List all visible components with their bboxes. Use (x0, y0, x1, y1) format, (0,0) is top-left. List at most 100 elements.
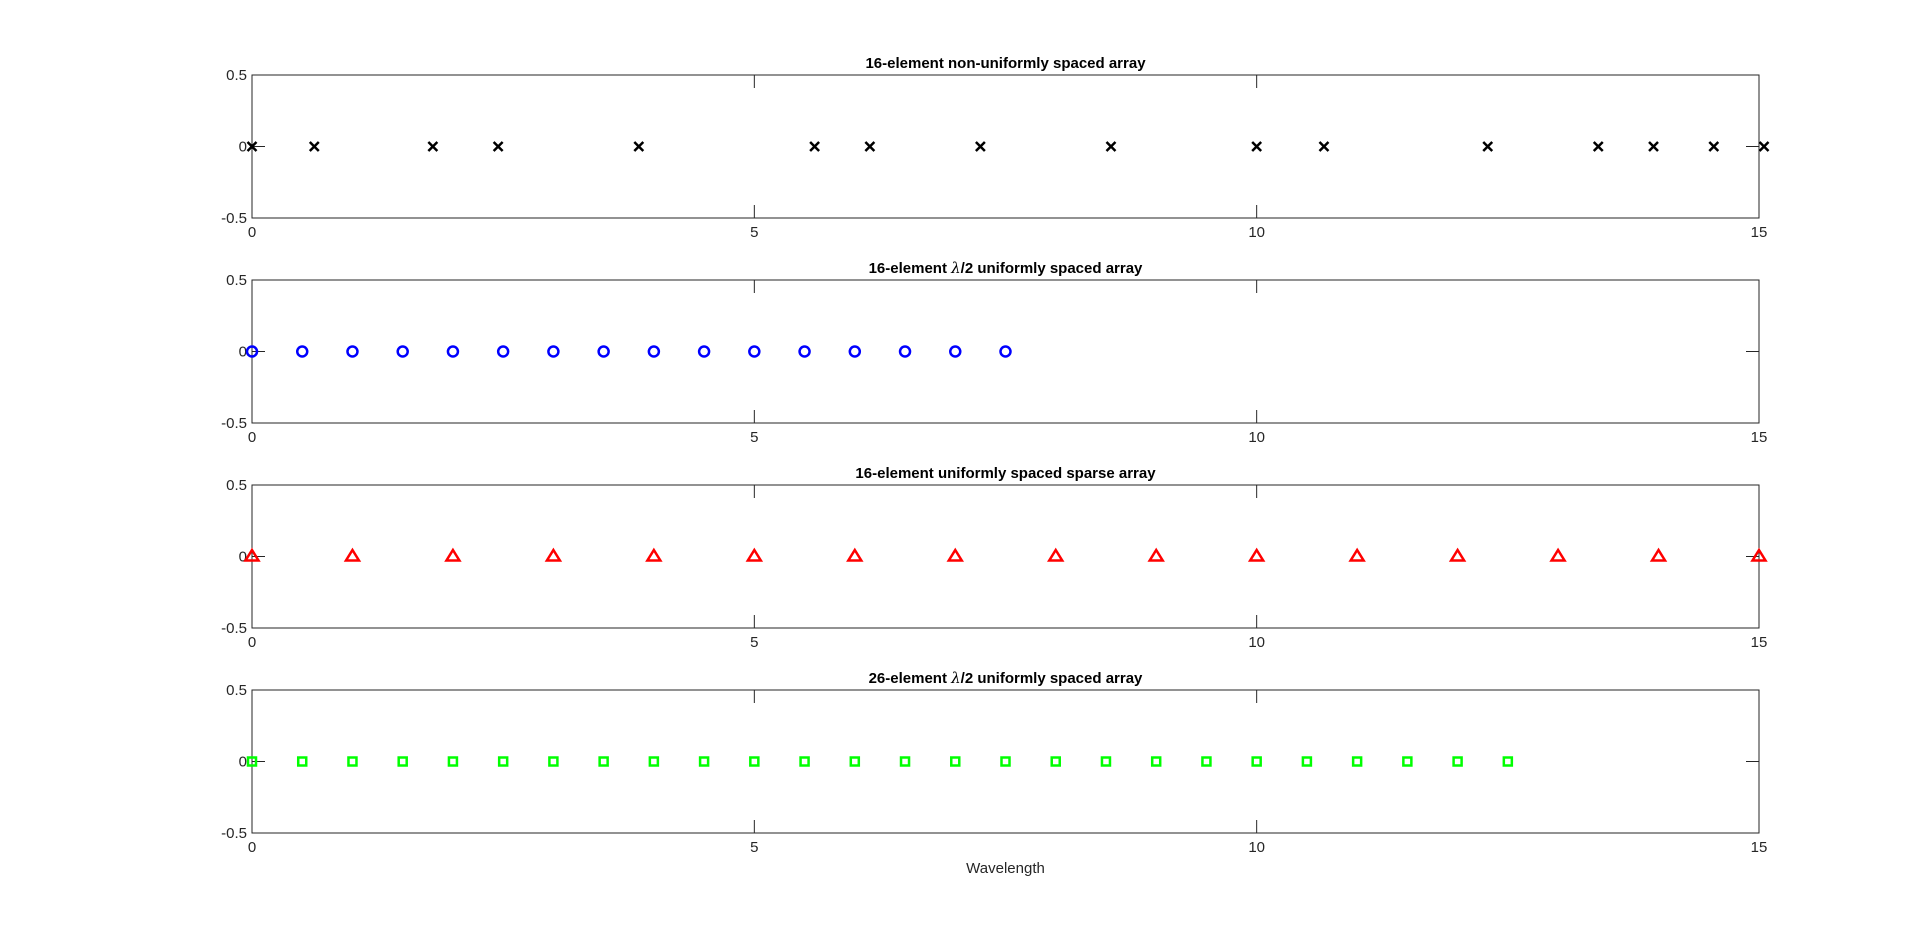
x-tick-label: 5 (750, 224, 758, 241)
x-marker-point (809, 141, 820, 152)
x-tick-label: 0 (248, 634, 256, 651)
triangle-marker-point (1549, 547, 1567, 562)
x-marker-point (1592, 141, 1604, 152)
square-marker-point (1502, 756, 1514, 767)
x-tick-label: 10 (1248, 839, 1265, 856)
square-marker-point (749, 756, 760, 767)
x-marker-point (246, 141, 258, 152)
triangle-marker-point (343, 547, 362, 562)
subplot-title: 16-element uniformly spaced sparse array (855, 465, 1156, 482)
circle-marker-point (949, 345, 962, 358)
triangle-marker-point (1750, 547, 1768, 562)
square-marker-point (698, 756, 710, 767)
circle-marker-point (597, 345, 610, 358)
y-tick-label: -0.5 (221, 210, 247, 227)
triangle-marker-point (745, 547, 764, 562)
x-tick-label: 15 (1751, 224, 1768, 241)
square-marker-point (1402, 756, 1413, 767)
circle-marker-point (848, 345, 862, 358)
square-marker-point (397, 756, 408, 767)
x-marker-point (1318, 141, 1330, 152)
y-tick-label: 0 (239, 549, 247, 566)
circle-marker-point (346, 345, 359, 358)
square-marker-point (1251, 756, 1262, 767)
square-marker-point (950, 756, 961, 767)
x-marker-point (1482, 141, 1494, 152)
x-marker-point (864, 141, 876, 152)
triangle-marker-point (645, 547, 663, 562)
x-tick-label: 10 (1248, 634, 1265, 651)
triangle-marker-point (444, 547, 462, 562)
square-marker-point (296, 756, 308, 767)
circle-marker-point (748, 345, 761, 358)
x-marker-point (1648, 141, 1659, 152)
subplot-2: 0 5 10 15-0.500.516-element λ/2 uniformly s… (221, 259, 1767, 446)
plot-area-frame (251, 279, 1760, 424)
x-axis-label: Wavelength (966, 860, 1045, 877)
circle-marker-point (547, 345, 560, 358)
square-marker-point (1150, 756, 1162, 767)
triangle-marker-point (1046, 547, 1065, 562)
circle-marker-point (295, 345, 309, 358)
x-marker-point (308, 141, 320, 152)
x-tick-label: 10 (1248, 224, 1265, 241)
square-marker-point (1351, 756, 1363, 767)
triangle-marker-point (946, 547, 965, 562)
x-tick-label: 15 (1751, 429, 1768, 446)
x-tick-label: 5 (750, 634, 758, 651)
square-marker-point (1201, 756, 1212, 767)
x-marker-point (1105, 141, 1117, 152)
square-marker-point (648, 756, 660, 767)
circle-marker-point (999, 345, 1012, 358)
x-marker-point (492, 141, 504, 152)
circle-marker-point (396, 345, 409, 358)
triangle-marker-point (544, 547, 563, 562)
square-marker-point (899, 756, 911, 767)
square-marker-point (1100, 756, 1112, 767)
triangle-marker-point (846, 547, 864, 562)
square-marker-point (497, 756, 509, 767)
y-tick-label: -0.5 (221, 415, 247, 432)
y-tick-label: 0.5 (226, 477, 247, 494)
x-marker-point (633, 141, 645, 152)
square-marker-point (347, 756, 358, 767)
plot-area-frame (251, 689, 1760, 834)
x-tick-label: 0 (248, 224, 256, 241)
square-marker-point (598, 756, 609, 767)
x-tick-label: 0 (248, 839, 256, 856)
circle-marker-point (898, 345, 912, 358)
subplot-3: 0 5 10 15-0.500.516-element uniformly space… (221, 465, 1768, 651)
subplot-1: 0 5 10 15-0.500.516-element non-uniformly s… (221, 55, 1770, 241)
y-tick-label: -0.5 (221, 825, 247, 842)
y-tick-label: 0 (239, 344, 247, 361)
y-tick-label: 0.5 (226, 272, 247, 289)
circle-marker-point (496, 345, 510, 358)
x-tick-label: 15 (1751, 634, 1768, 651)
triangle-marker-point (243, 547, 261, 562)
circle-marker-point (647, 345, 661, 358)
x-marker-point (974, 141, 986, 152)
x-tick-label: 0 (248, 429, 256, 446)
x-tick-label: 5 (750, 839, 758, 856)
subplot-4: 0 5 10 15-0.500.526-element λ/2 uniformly s… (221, 669, 1767, 877)
circle-marker-point (446, 345, 460, 358)
x-tick-label: 10 (1248, 429, 1265, 446)
x-marker-point (1251, 141, 1263, 152)
x-tick-label: 15 (1751, 839, 1768, 856)
square-marker-point (1050, 756, 1061, 767)
y-tick-label: 0 (239, 139, 247, 156)
square-marker-point (548, 756, 559, 767)
square-marker-point (849, 756, 861, 767)
circle-marker-point (798, 345, 811, 358)
triangle-marker-point (1348, 547, 1366, 562)
square-marker-point (799, 756, 810, 767)
x-marker-point (427, 141, 439, 152)
triangle-marker-point (1147, 547, 1165, 562)
square-marker-point (1000, 756, 1011, 767)
circle-marker-point (697, 345, 711, 358)
plot-area-frame (251, 484, 1760, 629)
x-marker-point (1758, 141, 1770, 152)
subplot-title: 16-element λ/2 uniformly spaced array (869, 259, 1143, 277)
plot-area-frame (251, 74, 1760, 219)
